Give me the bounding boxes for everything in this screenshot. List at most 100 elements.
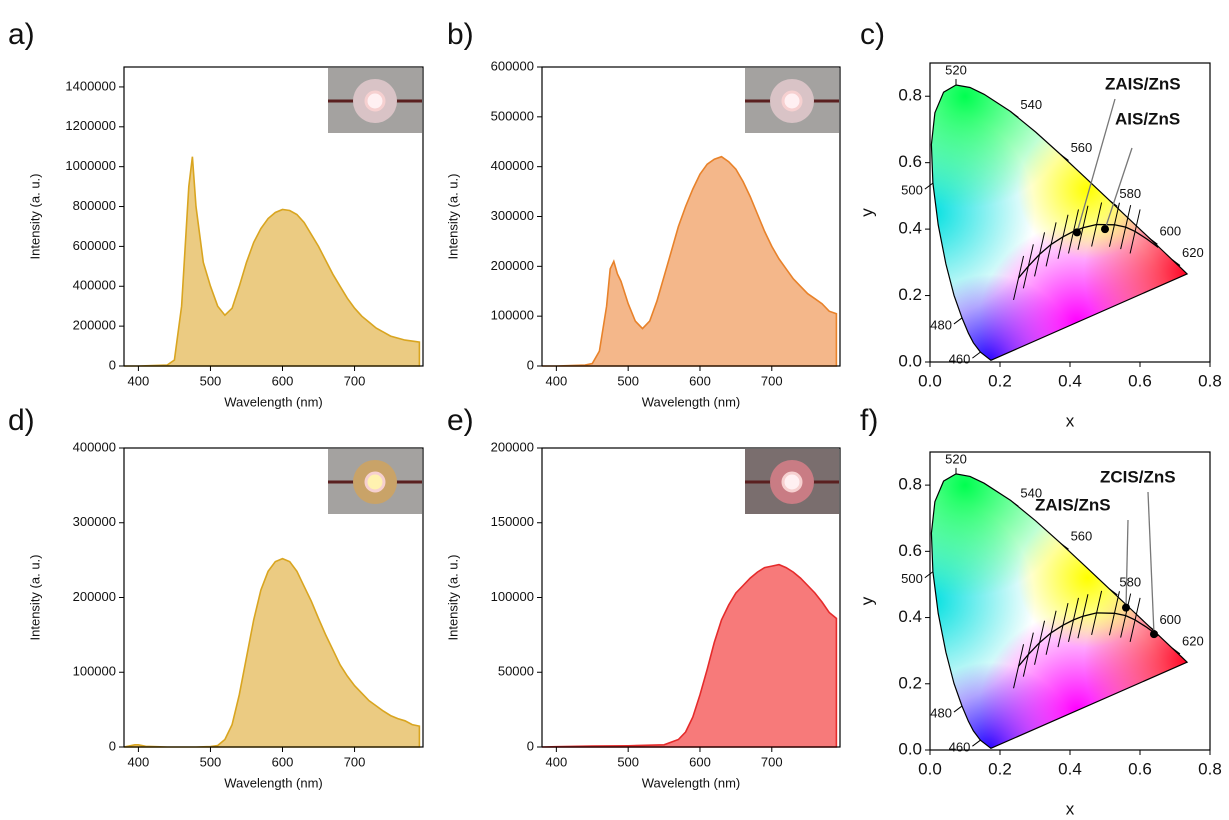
isotherm (1077, 205, 1089, 250)
panel-label: c) (860, 18, 885, 51)
locus-label: 600 (1159, 612, 1181, 627)
x-tick-label: 700 (344, 373, 366, 388)
locus-tick (972, 739, 981, 747)
locus-tick (953, 317, 963, 325)
isotherm (1108, 202, 1120, 247)
isotherm (1068, 597, 1079, 642)
series-label: ZAIS/ZnS (1035, 495, 1111, 514)
spectrum-area (124, 156, 421, 367)
x-axis-title: x (1066, 799, 1075, 818)
isotherm (1129, 597, 1141, 642)
y-tick-label: 400000 (491, 158, 534, 173)
x-tick-label: 0.6 (1128, 371, 1152, 390)
isotherm (1129, 209, 1141, 254)
y-tick-label: 100000 (491, 308, 534, 323)
spectral-locus (930, 84, 1189, 361)
y-tick-label: 200000 (491, 258, 534, 273)
y-tick-label: 1000000 (65, 158, 116, 173)
y-tick-label: 400000 (73, 278, 116, 293)
locus-tick (1010, 111, 1019, 118)
y-tick-label: 0.6 (898, 541, 922, 560)
x-tick-label: 0.2 (988, 759, 1012, 778)
x-axis-title: x (1066, 411, 1075, 430)
isotherm (1120, 205, 1132, 250)
x-axis-title: Wavelength (nm) (224, 775, 323, 790)
y-tick-label: 0.8 (898, 475, 922, 494)
y-tick-label: 150000 (491, 514, 534, 529)
x-tick-label: 0.0 (918, 759, 942, 778)
isotherm (1013, 644, 1025, 689)
locus-label: 580 (1119, 186, 1141, 201)
panel-label: b) (447, 18, 474, 51)
locus-label: 620 (1182, 245, 1204, 260)
led-chip (364, 90, 386, 112)
leader-line (1104, 147, 1133, 230)
locus-tick (953, 705, 963, 713)
isotherm (1034, 232, 1046, 277)
plot-frame (123, 66, 424, 367)
y-tick-label: 0 (527, 738, 534, 753)
x-tick-label: 500 (200, 373, 222, 388)
y-axis-title: Intensity (a. u.) (27, 555, 42, 641)
isotherm (1045, 610, 1057, 655)
isotherm (1057, 603, 1069, 648)
x-tick-label: 0.2 (988, 371, 1012, 390)
y-tick-label: 0.2 (898, 285, 922, 304)
x-tick-label: 500 (200, 754, 222, 769)
locus-label: 540 (1020, 486, 1042, 501)
y-tick-label: 400000 (73, 439, 116, 454)
x-axis-title: Wavelength (nm) (642, 775, 741, 790)
x-tick-label: 400 (546, 373, 568, 388)
locus-label: 560 (1071, 140, 1093, 155)
y-tick-label: 300000 (73, 514, 116, 529)
locus-tick (1171, 259, 1181, 266)
x-tick-label: 0.4 (1058, 371, 1082, 390)
y-tick-label: 200000 (491, 439, 534, 454)
y-tick-label: 500000 (491, 108, 534, 123)
y-axis-title: y (857, 208, 876, 217)
isotherm (1013, 255, 1025, 301)
locus-tick (1171, 647, 1181, 655)
gamut-color (931, 473, 1077, 598)
leader-line (1125, 519, 1129, 608)
spectrum-area (541, 563, 838, 748)
y-tick-label: 300000 (491, 208, 534, 223)
isotherm (1120, 593, 1132, 638)
x-tick-label: 0.8 (1198, 371, 1222, 390)
x-tick-label: 0.8 (1198, 759, 1222, 778)
y-tick-label: 50000 (498, 664, 534, 679)
locus-label: 460 (949, 740, 971, 755)
panel-label: d) (8, 404, 35, 437)
locus-label: 480 (930, 317, 952, 332)
data-point (1122, 603, 1130, 612)
data-point (1073, 228, 1081, 237)
y-tick-label: 200000 (73, 589, 116, 604)
leader-line (1076, 98, 1116, 233)
panel-label: e) (447, 404, 474, 437)
x-tick-label: 700 (761, 373, 783, 388)
locus-label: 460 (949, 352, 971, 367)
locus-label: 620 (1182, 633, 1204, 648)
x-tick-label: 500 (617, 754, 639, 769)
x-tick-label: 0.6 (1128, 759, 1152, 778)
spectral-locus (930, 473, 1189, 749)
series-label: ZAIS/ZnS (1105, 74, 1181, 93)
isotherm (1091, 202, 1103, 247)
locus-label: 500 (901, 183, 923, 198)
y-tick-label: 0.6 (898, 152, 922, 171)
locus-tick (1109, 588, 1118, 596)
y-tick-label: 0.4 (898, 219, 922, 238)
leader-line (1147, 491, 1155, 635)
isotherm (1022, 632, 1034, 677)
x-tick-label: 600 (689, 373, 711, 388)
locus-tick (972, 351, 981, 359)
x-tick-label: 600 (272, 754, 294, 769)
led-photo (328, 449, 422, 514)
locus-tick (1060, 542, 1069, 550)
y-axis-title: y (857, 596, 876, 605)
locus-label: 520 (945, 62, 967, 77)
led-chip (781, 90, 803, 112)
isotherm (1091, 590, 1103, 636)
isotherm (1022, 244, 1034, 289)
